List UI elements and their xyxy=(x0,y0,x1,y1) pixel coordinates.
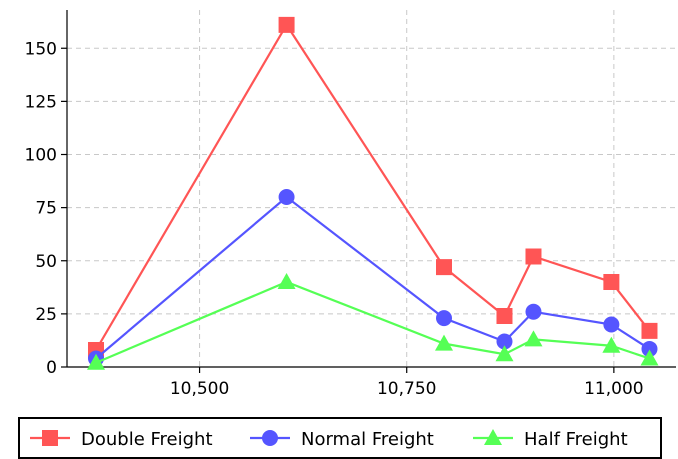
data-point xyxy=(87,353,105,370)
legend-label: Double Freight xyxy=(81,429,213,450)
data-point xyxy=(278,189,295,205)
x-tick-label: 11,000 xyxy=(584,379,643,399)
series-layer xyxy=(87,16,659,370)
data-point xyxy=(496,333,513,350)
legend-item: Half Freight xyxy=(473,429,628,450)
data-point xyxy=(641,340,658,357)
axes xyxy=(61,10,676,373)
tick-labels: 0 25 50 75 100 125 150 10,500 10,750 11,000 xyxy=(25,39,644,399)
data-point xyxy=(640,349,659,366)
y-tick-label: 25 xyxy=(35,305,57,325)
legend-marker xyxy=(262,430,278,446)
y-tick-label: 50 xyxy=(35,252,57,272)
data-point xyxy=(603,274,620,290)
legend-marker xyxy=(484,429,502,445)
data-point xyxy=(435,334,453,351)
series-line xyxy=(95,195,651,360)
legend-marker xyxy=(42,430,58,446)
series-line xyxy=(95,22,651,351)
y-tick-label: 150 xyxy=(25,39,57,59)
data-point xyxy=(495,345,514,362)
data-point xyxy=(436,310,452,327)
data-point xyxy=(277,273,296,289)
y-tick-label: 75 xyxy=(35,199,57,219)
series-half-freight xyxy=(87,273,659,370)
y-tick-label: 125 xyxy=(25,92,57,112)
legend-label: Half Freight xyxy=(524,429,628,450)
series-normal-freight xyxy=(88,189,658,367)
x-tick-label: 10,500 xyxy=(170,379,229,399)
legend-box xyxy=(18,417,662,459)
data-point xyxy=(496,308,513,324)
legend-item: Normal Freight xyxy=(250,429,434,450)
legend: Double Freight Normal Freight Half Freight xyxy=(18,417,662,459)
data-point xyxy=(278,16,295,33)
data-point xyxy=(603,316,620,333)
grid xyxy=(67,10,676,367)
data-point xyxy=(602,336,621,353)
data-point xyxy=(436,259,452,276)
data-point xyxy=(525,248,542,265)
series-line xyxy=(95,280,650,364)
legend-item: Double Freight xyxy=(30,429,213,450)
legend-label: Normal Freight xyxy=(301,429,434,450)
series-double-freight xyxy=(88,16,658,358)
data-point xyxy=(524,330,543,347)
y-tick-label: 0 xyxy=(46,358,57,378)
y-tick-label: 100 xyxy=(25,146,57,166)
data-point xyxy=(525,303,542,320)
x-tick-label: 10,750 xyxy=(377,379,436,399)
data-point xyxy=(641,322,658,339)
